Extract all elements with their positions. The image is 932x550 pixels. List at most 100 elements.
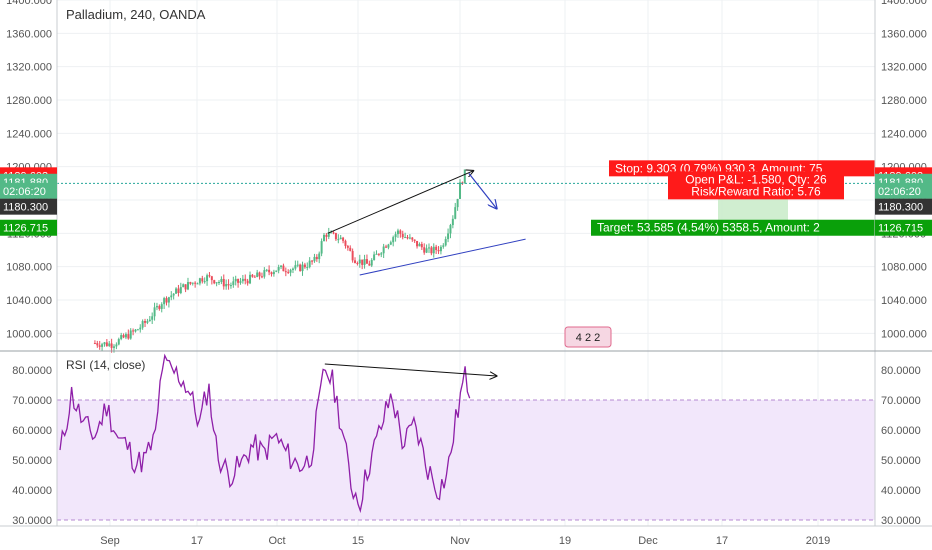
- candle-body: [196, 283, 199, 285]
- candle-body: [382, 246, 385, 254]
- candle-body: [198, 278, 201, 284]
- candle-body: [346, 246, 349, 248]
- candle: [203, 277, 206, 284]
- candle-body: [132, 330, 135, 332]
- target-label-text: Target: 53.585 (4.54%) 5358.5, Amount: 2: [597, 221, 820, 235]
- candle: [210, 275, 213, 285]
- candle: [101, 342, 104, 351]
- candle: [153, 302, 156, 321]
- candle-body: [256, 272, 259, 278]
- candle: [373, 251, 376, 261]
- rsi-tick-label-right: 60.0000: [881, 425, 921, 437]
- candle-body: [387, 244, 390, 248]
- candle-body: [332, 232, 335, 234]
- candle-body: [380, 253, 383, 255]
- y-tick-label-right: 1280.000: [881, 95, 927, 107]
- candle: [449, 223, 452, 239]
- candle-body: [287, 271, 290, 273]
- y-tick-label-right: 1040.000: [881, 295, 927, 307]
- candle: [148, 316, 151, 322]
- candle: [404, 232, 407, 239]
- candle-body: [225, 284, 228, 287]
- candle: [198, 277, 201, 286]
- rsi-tick-label-right: 30.0000: [881, 515, 921, 527]
- candle-body: [439, 246, 442, 252]
- rsi-tick-label-left: 40.0000: [12, 485, 52, 497]
- candle: [134, 328, 137, 333]
- candle: [375, 250, 378, 255]
- y-tick-label-left: 1320.000: [6, 62, 52, 74]
- rsi-tick-label-left: 30.0000: [12, 515, 52, 527]
- candle-body: [253, 276, 256, 278]
- candle-body: [268, 269, 271, 273]
- candle-body: [113, 346, 116, 348]
- rsi-tick-label-right: 70.0000: [881, 395, 921, 407]
- rsi-title: RSI (14, close): [66, 358, 146, 372]
- candle: [146, 318, 149, 325]
- candle: [244, 274, 247, 285]
- rsi-tick-label-right: 40.0000: [881, 485, 921, 497]
- candle-body: [136, 329, 139, 331]
- candle-body: [232, 281, 235, 286]
- y-tick-label-right: 1320.000: [881, 62, 927, 74]
- candle: [425, 244, 428, 254]
- candle: [432, 243, 435, 258]
- candle-body: [241, 278, 244, 282]
- target-label: Target: 53.585 (4.54%) 5358.5, Amount: 2: [591, 219, 875, 236]
- candle: [451, 215, 454, 229]
- candle: [322, 232, 325, 242]
- candle-body: [234, 278, 237, 282]
- candle-body: [151, 316, 154, 320]
- candle: [160, 302, 163, 313]
- candle-body: [401, 233, 404, 238]
- candle-body: [454, 207, 457, 219]
- y-tick-label-left: 1040.000: [6, 295, 52, 307]
- candle-body: [294, 265, 297, 269]
- candle-body: [105, 342, 108, 347]
- y-tick-label-right: 1080.000: [881, 262, 927, 274]
- candle-body: [160, 304, 163, 309]
- candle-body: [411, 237, 414, 240]
- candle: [380, 252, 383, 258]
- rsi-tick-label-left: 60.0000: [12, 425, 52, 437]
- candle-body: [122, 335, 125, 338]
- candle-body: [423, 247, 426, 253]
- open-pl-text: Open P&L: -1.580, Qty: 26: [685, 172, 827, 186]
- candle-body: [218, 282, 221, 284]
- candle: [270, 271, 273, 277]
- candle-body: [392, 237, 395, 243]
- candle: [232, 276, 235, 288]
- candle: [420, 241, 423, 251]
- candle-body: [280, 265, 283, 268]
- candle: [208, 272, 211, 278]
- candle: [258, 271, 261, 280]
- candle: [249, 271, 252, 285]
- candle-body: [206, 275, 209, 282]
- candle-body: [299, 264, 302, 272]
- candle: [215, 282, 218, 287]
- candle: [387, 243, 390, 250]
- x-tick-label: Oct: [268, 535, 285, 547]
- candle: [124, 332, 127, 340]
- candle-body: [325, 234, 328, 237]
- candle: [120, 332, 123, 341]
- price-tag-bg: [0, 198, 57, 215]
- candle-body: [282, 265, 285, 272]
- candle-body: [385, 246, 388, 248]
- candles: [93, 169, 466, 353]
- candle: [122, 333, 125, 339]
- candle: [227, 279, 230, 290]
- risk-reward-text: Risk/Reward Ratio: 5.76: [691, 184, 821, 198]
- candle-body: [251, 274, 254, 277]
- candle: [115, 342, 118, 350]
- candle-body: [334, 233, 337, 240]
- candle-body: [296, 264, 299, 266]
- candle-body: [313, 256, 316, 262]
- candle-body: [167, 297, 170, 303]
- candle: [416, 240, 419, 249]
- candle-body: [270, 272, 273, 275]
- candle: [170, 291, 173, 301]
- candle: [337, 234, 340, 244]
